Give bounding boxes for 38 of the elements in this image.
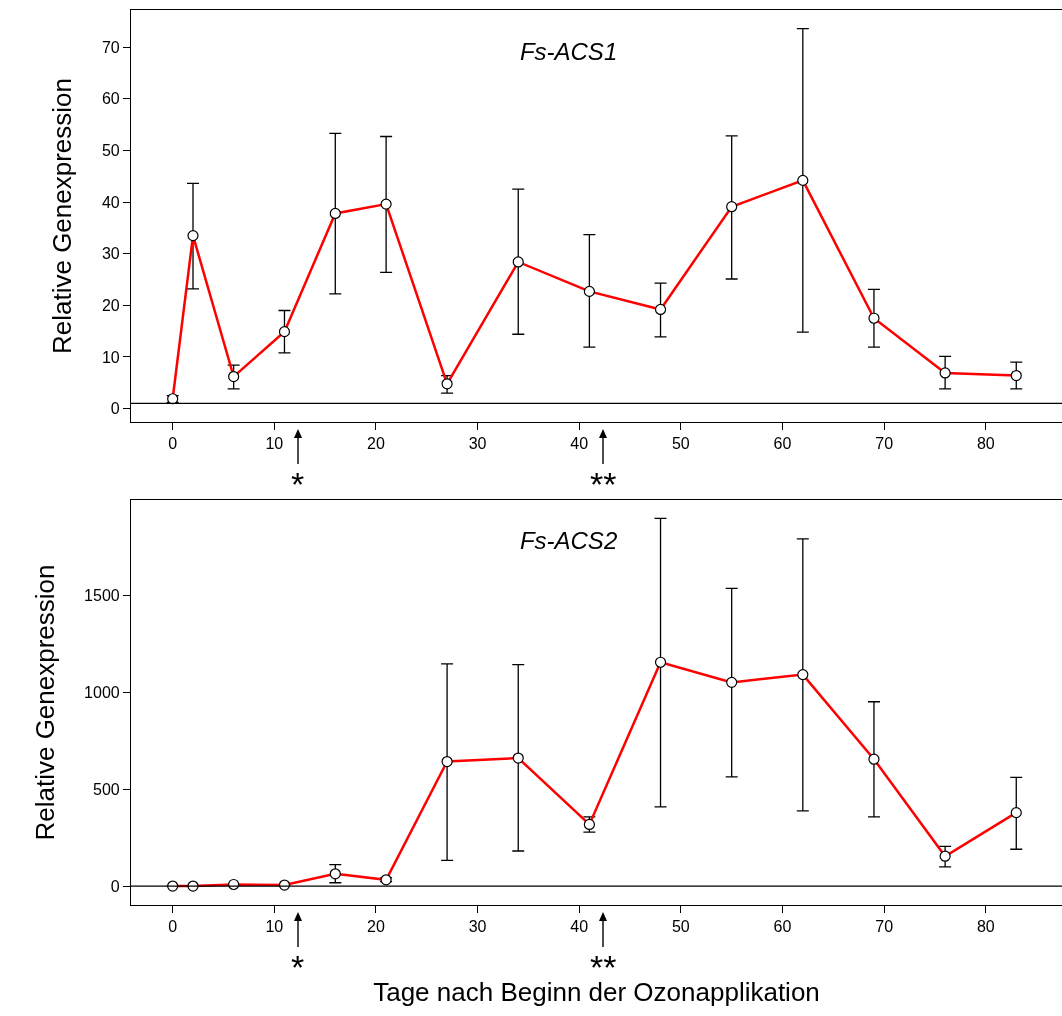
y-tick-label: 1000: [84, 684, 120, 702]
y-tick-label: 0: [110, 877, 120, 895]
x-tick-label: 40: [570, 918, 589, 936]
text: Fs-ACS2: [519, 526, 618, 554]
text: *: [291, 948, 305, 986]
y-tick-label: 50: [101, 142, 120, 160]
annotation: *: [291, 465, 305, 503]
x-tick-label: 60: [773, 918, 792, 936]
y-tick-label: 0: [110, 400, 120, 418]
x-tick-label: 0: [168, 435, 178, 453]
y-tick-label: 10: [101, 348, 120, 366]
x-tick-label: 40: [570, 435, 589, 453]
y-tick-label: 20: [101, 296, 120, 314]
x-tick-label: 30: [468, 918, 487, 936]
x-tick-label: 60: [773, 435, 792, 453]
text: Fs-ACS1: [519, 37, 618, 65]
y-tick-label: 30: [101, 245, 120, 263]
x-tick-label: 10: [265, 918, 284, 936]
annotation: **: [590, 465, 617, 503]
x-axis-title: Tage nach Beginn der Ozonapplikation: [373, 977, 820, 1007]
x-tick-label: 20: [367, 918, 385, 936]
x-tick-label: 50: [671, 918, 690, 936]
y-tick-label: 40: [101, 193, 120, 211]
y-tick-label: 60: [101, 90, 120, 108]
x-tick-label: 50: [671, 435, 690, 453]
x-tick-label: 70: [875, 918, 894, 936]
y-axis-title: Relative Genexpression: [47, 77, 78, 355]
x-tick-label: 70: [875, 435, 894, 453]
x-tick-label: 10: [265, 435, 284, 453]
x-tick-label: 80: [976, 918, 995, 936]
x-tick-label: 20: [367, 435, 385, 453]
y-axis-title: Relative Genexpression: [29, 564, 60, 841]
y-tick-label: 1500: [84, 587, 120, 605]
y-tick-label: 500: [93, 781, 120, 799]
x-tick-label: 30: [468, 435, 487, 453]
x-tick-label: 80: [976, 435, 995, 453]
x-tick-label: 0: [168, 918, 178, 936]
y-tick-label: 70: [101, 38, 120, 56]
